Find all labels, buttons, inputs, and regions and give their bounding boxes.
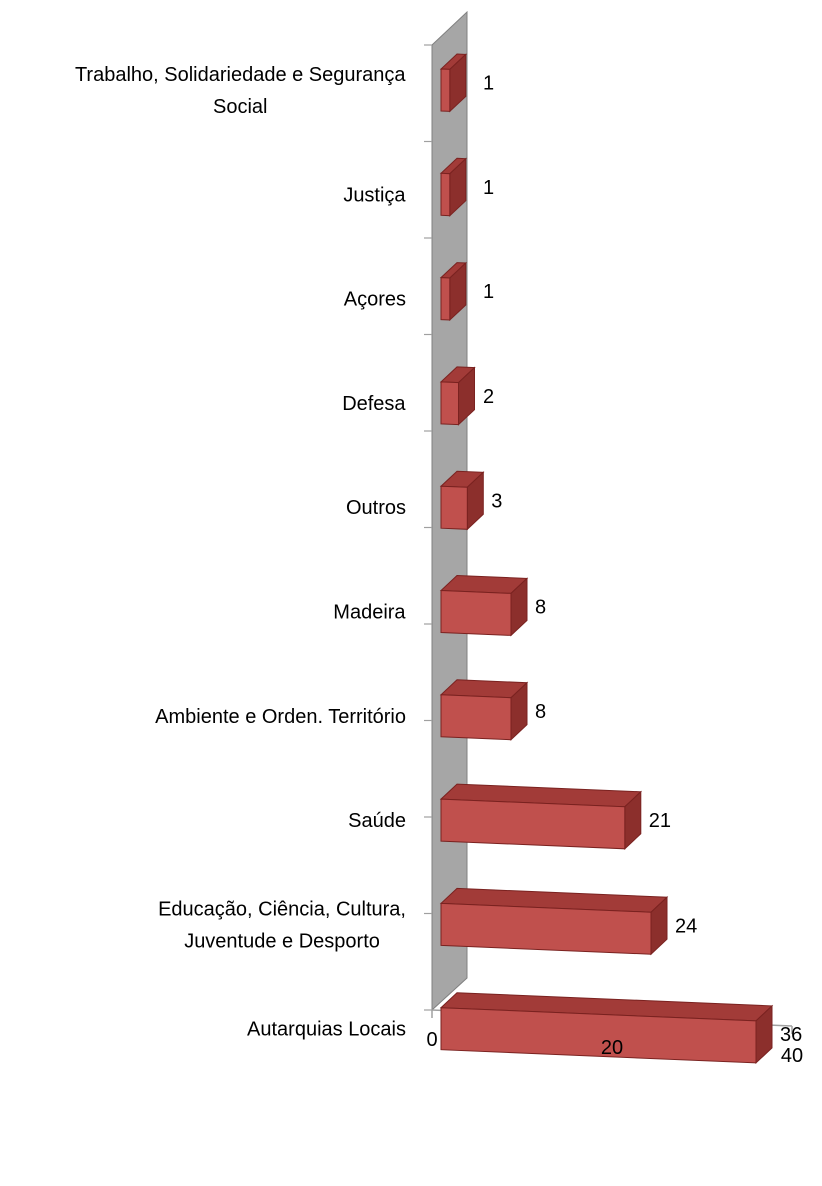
data-label: 21 <box>649 810 671 832</box>
bar-front-face <box>440 589 512 636</box>
bar <box>439 992 774 1065</box>
category-label: Autarquias Locais <box>247 1019 406 1041</box>
data-label: 36 <box>780 1024 802 1046</box>
bar <box>439 53 468 113</box>
labels: 0 20 40 1 Trabalho, Solidariedade e Seguranç… <box>75 64 803 1067</box>
data-label: 8 <box>535 701 546 723</box>
category-label: Madeira <box>333 602 406 624</box>
data-label: 8 <box>535 597 546 619</box>
bar-front-face <box>440 68 451 112</box>
bar-front-face <box>440 172 451 217</box>
bar-front-face <box>440 694 512 741</box>
bar <box>439 574 529 637</box>
data-label: 3 <box>491 491 502 513</box>
data-label: 24 <box>675 916 697 938</box>
data-label: 1 <box>483 73 494 95</box>
bar <box>439 887 669 956</box>
x-tick-label: 0 <box>426 1029 437 1051</box>
category-label: Ambiente e Orden. Território <box>155 706 406 728</box>
x-tick-label: 20 <box>601 1037 623 1059</box>
bar-front-face <box>440 1007 757 1064</box>
category-label: Educação, Ciência, Cultura, Juventude e D… <box>158 899 406 953</box>
bars <box>439 53 774 1065</box>
bar <box>439 783 643 850</box>
bar-front-face <box>440 381 459 426</box>
category-label: Justiça <box>343 185 406 207</box>
bar-front-face <box>440 485 468 530</box>
category-label: Açores <box>344 289 406 311</box>
bar <box>439 470 485 531</box>
category-label: Saúde <box>348 810 406 832</box>
category-label: Defesa <box>342 393 406 415</box>
data-label: 1 <box>483 177 494 199</box>
bar <box>439 366 476 426</box>
bar-front-face <box>440 902 652 955</box>
bar-front-face <box>440 798 626 850</box>
bar <box>439 157 468 217</box>
bar <box>439 679 529 741</box>
category-label: Outros <box>346 497 406 519</box>
bar-front-face <box>440 277 451 321</box>
x-tick-label: 40 <box>781 1045 803 1067</box>
data-label: 1 <box>483 281 494 303</box>
bar <box>439 261 468 322</box>
data-label: 2 <box>483 386 494 408</box>
category-label: Trabalho, Solidariedade e Segurança Socia… <box>75 64 406 118</box>
